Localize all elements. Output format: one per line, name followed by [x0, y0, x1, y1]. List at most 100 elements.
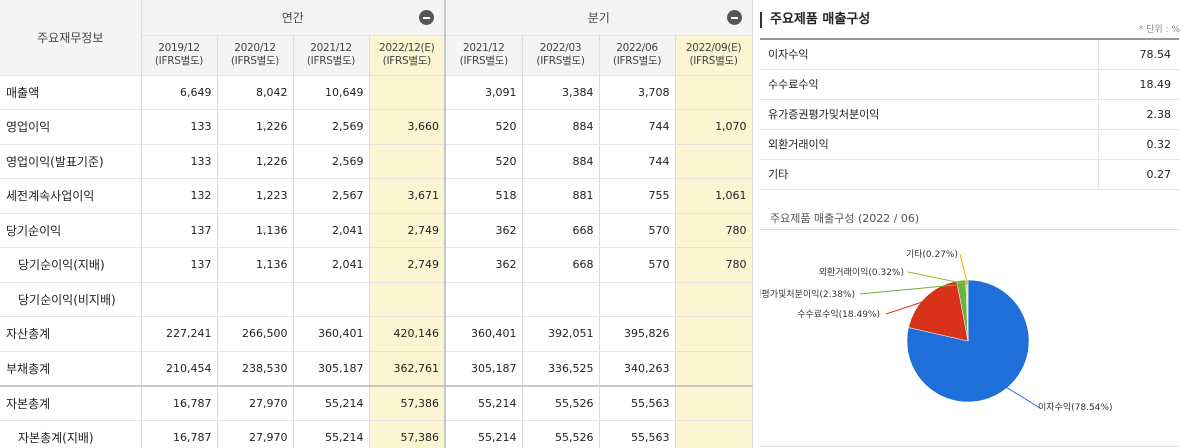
pie-leader-line: [1003, 385, 1041, 409]
table-cell: 2,569: [293, 109, 370, 145]
row-label: 세전계속사업이익: [0, 178, 142, 214]
table-cell: 132: [141, 178, 218, 214]
table-cell: 884: [522, 144, 600, 179]
table-cell: 2,569: [293, 144, 370, 179]
row-label: 당기순이익(지배): [0, 247, 142, 283]
chart-title: 주요제품 매출구성 (2022 / 06): [770, 212, 920, 225]
revenue-row: 이자수익 78.54: [760, 39, 1179, 70]
collapse-annual-icon[interactable]: [419, 10, 435, 25]
period-basis: (IFRS별도): [612, 55, 662, 67]
table-cell: [675, 144, 753, 179]
table-row: 영업이익 133 1,226 2,569 3,660 520 884 744 1,070: [0, 109, 753, 145]
table-cell: [599, 282, 676, 317]
revenue-item-name: 유가증권평가및처분이익: [760, 99, 1099, 130]
revenue-item-value: 0.27: [1098, 159, 1179, 190]
table-cell: 362: [444, 213, 523, 248]
table-cell: 2,041: [293, 213, 370, 248]
period-basis: (IFRS별도): [536, 55, 585, 67]
period-header: 2022/09(E) (IFRS별도): [675, 35, 753, 76]
period-date: 2020/12: [234, 42, 276, 54]
table-cell: [444, 282, 523, 317]
table-row: 세전계속사업이익 132 1,223 2,567 3,671 518 881 755 1,061: [0, 178, 753, 214]
table-cell: 362,761: [369, 351, 446, 386]
row-label: 부채총계: [0, 351, 142, 386]
group-header-annual: 연간: [141, 0, 446, 36]
table-cell: 780: [675, 213, 753, 248]
table-cell: 3,671: [369, 178, 446, 214]
revenue-item-name: 이자수익: [760, 39, 1099, 70]
collapse-quarterly-icon[interactable]: [726, 10, 742, 25]
period-date: 2021/12: [310, 42, 352, 54]
table-cell: 1,223: [217, 178, 294, 214]
table-cell: 3,660: [369, 109, 446, 145]
table-cell: 55,563: [599, 420, 676, 448]
revenue-row: 기타 0.27: [760, 159, 1179, 190]
table-cell: 2,567: [293, 178, 370, 214]
table-cell: 570: [599, 247, 676, 283]
table-cell: [217, 282, 294, 317]
revenue-item-value: 2.38: [1098, 99, 1179, 130]
row-label: 자본총계(지배): [0, 420, 142, 448]
table-cell: 360,401: [444, 316, 523, 352]
table-cell: 55,214: [444, 384, 523, 421]
table-cell: 780: [675, 247, 753, 283]
table-row: 자본총계(지배) 16,787 27,970 55,214 57,386 55,214 55…: [0, 420, 753, 448]
table-corner-label: 주요재무정보: [0, 0, 142, 76]
table-cell: 881: [522, 178, 600, 214]
table-cell: 3,091: [444, 75, 523, 110]
revenue-title: 주요제품 매출구성: [760, 12, 870, 28]
row-label: 당기순이익(비지배): [0, 282, 142, 317]
period-basis: (IFRS별도): [230, 55, 280, 67]
table-cell: [369, 144, 446, 179]
table-cell: 744: [599, 144, 676, 179]
revenue-item-name: 외환거래이익: [760, 129, 1099, 160]
table-row: 부채총계 210,454 238,530 305,187 362,761 305,187 3…: [0, 351, 753, 386]
period-date: 2021/12: [463, 42, 505, 54]
table-cell: 8,042: [217, 75, 294, 110]
table-cell: 360,401: [293, 316, 370, 352]
table-cell: 744: [599, 109, 676, 145]
table-cell: 518: [444, 178, 523, 214]
table-row: 매출액 6,649 8,042 10,649 3,091 3,384 3,708: [0, 75, 753, 110]
row-label: 자산총계: [0, 316, 142, 352]
table-cell: 57,386: [369, 384, 446, 421]
revenue-row: 수수료수익 18.49: [760, 69, 1179, 100]
table-cell: 2,041: [293, 247, 370, 283]
revenue-item-value: 78.54: [1098, 39, 1179, 70]
period-basis: (IFRS별도): [459, 55, 509, 67]
table-cell: 55,526: [522, 420, 600, 448]
table-cell: 3,708: [599, 75, 676, 110]
table-cell: [675, 420, 753, 448]
period-header: 2021/12 (IFRS별도): [293, 35, 370, 76]
period-basis: (IFRS별도): [154, 55, 204, 67]
pie-label: 수수료수익(18.49%): [797, 308, 880, 320]
row-label: 당기순이익: [0, 213, 142, 248]
table-cell: 420,146: [369, 316, 446, 352]
table-cell: 755: [599, 178, 676, 214]
revenue-item-name: 수수료수익: [760, 69, 1099, 100]
table-cell: 6,649: [141, 75, 218, 110]
table-cell: [141, 282, 218, 317]
table-cell: 305,187: [293, 351, 370, 386]
pie-leader-line: [959, 253, 969, 285]
period-basis: (IFRS별도): [689, 55, 738, 67]
table-cell: [675, 282, 753, 317]
table-row: 영업이익(발표기준) 133 1,226 2,569 520 884 744: [0, 144, 753, 179]
period-header: 2021/12 (IFRS별도): [444, 35, 523, 76]
table-cell: 395,826: [599, 316, 676, 352]
period-header: 2022/12(E) (IFRS별도): [369, 35, 446, 76]
table-cell: 55,214: [293, 420, 370, 448]
table-cell: 1,136: [217, 247, 294, 283]
revenue-item-name: 기타: [760, 159, 1099, 190]
pie-label: 외환거래이익(0.32%): [819, 266, 904, 278]
table-cell: [293, 282, 370, 317]
table-cell: 57,386: [369, 420, 446, 448]
table-cell: 340,263: [599, 351, 676, 386]
table-cell: [675, 351, 753, 386]
table-cell: 137: [141, 247, 218, 283]
row-label: 영업이익: [0, 109, 142, 145]
revenue-item-value: 18.49: [1098, 69, 1179, 100]
table-cell: 2,749: [369, 247, 446, 283]
table-cell: 55,214: [293, 384, 370, 421]
table-cell: 668: [522, 213, 600, 248]
